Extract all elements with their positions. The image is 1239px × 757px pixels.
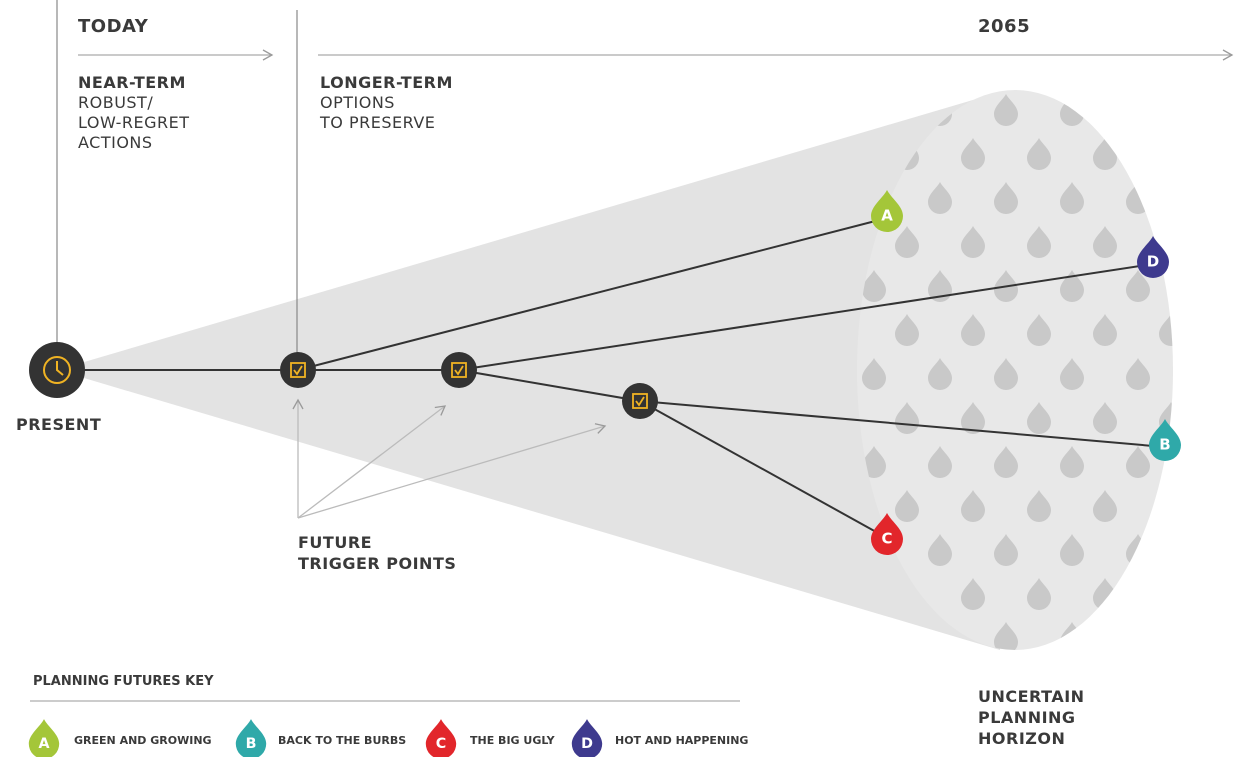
futures: A A GREEN AND GROWING B B BACK TO THE BURBS C C… xyxy=(28,190,1181,757)
horizon-label: PLANNING xyxy=(978,708,1076,727)
present-node xyxy=(29,342,85,398)
key-drop-letter: A xyxy=(38,736,49,752)
trigger-node xyxy=(622,383,658,419)
near-term-title: NEAR-TERM xyxy=(78,73,186,92)
future-drop-letter: D xyxy=(1147,253,1159,271)
longer-term-line: OPTIONS xyxy=(320,93,395,112)
trigger-arrows xyxy=(292,398,607,519)
longer-term-line: TO PRESERVE xyxy=(319,113,435,132)
future-drop-letter: B xyxy=(1159,436,1170,454)
future-drop xyxy=(1149,419,1181,461)
key-label: HOT AND HAPPENING xyxy=(615,734,748,747)
key-drop xyxy=(28,719,60,757)
trigger-node xyxy=(441,352,477,388)
key-label: GREEN AND GROWING xyxy=(74,734,212,747)
near-term-line: ACTIONS xyxy=(78,133,153,152)
future-drop-letter: C xyxy=(881,530,892,548)
future-drop-letter: A xyxy=(881,207,893,225)
key-label: BACK TO THE BURBS xyxy=(278,734,406,747)
key-drop xyxy=(425,719,457,757)
key-drop xyxy=(571,719,603,757)
trigger-label: TRIGGER POINTS xyxy=(298,554,456,573)
key-drop-letter: D xyxy=(581,736,593,752)
horizon-label: UNCERTAIN xyxy=(978,687,1085,706)
trigger-node xyxy=(280,352,316,388)
paths xyxy=(57,217,1166,539)
cone xyxy=(57,92,1000,650)
horizon-label: HORIZON xyxy=(978,729,1065,748)
future-drop xyxy=(871,513,903,555)
key-label: THE BIG UGLY xyxy=(470,734,556,747)
key-title: PLANNING FUTURES KEY xyxy=(33,674,214,689)
future-drop xyxy=(1137,236,1169,278)
present-label: PRESENT xyxy=(16,415,101,434)
near-term-line: ROBUST/ xyxy=(78,93,153,112)
future-drop xyxy=(871,190,903,232)
key-drop xyxy=(235,719,267,757)
horizon-ellipse xyxy=(857,90,1173,650)
trigger-label: FUTURE xyxy=(298,533,372,552)
today-label: TODAY xyxy=(78,16,149,37)
longer-term-title: LONGER-TERM xyxy=(320,73,453,92)
year-label: 2065 xyxy=(978,16,1030,37)
key-drop-letter: C xyxy=(436,736,446,752)
key-drop-letter: B xyxy=(246,736,257,752)
near-term-line: LOW-REGRET xyxy=(78,113,190,132)
